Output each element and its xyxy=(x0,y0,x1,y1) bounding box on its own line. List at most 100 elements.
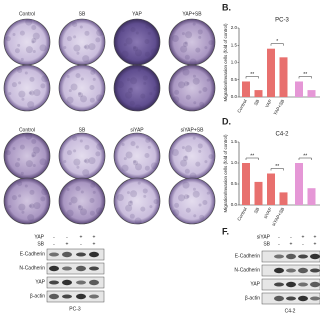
bar xyxy=(279,57,288,97)
well-texture xyxy=(17,157,21,161)
bar xyxy=(242,163,250,205)
well-texture xyxy=(79,139,83,143)
x-tick-label: siYAP+SB xyxy=(271,207,286,227)
well-texture xyxy=(198,149,202,153)
x-tick-label: YAP+SB xyxy=(272,99,285,116)
blot-band xyxy=(274,267,284,274)
well-texture xyxy=(83,45,87,49)
well-texture xyxy=(134,217,142,225)
blot-band xyxy=(310,253,320,260)
well-texture xyxy=(12,146,16,150)
well-texture xyxy=(12,32,16,36)
blot-strip xyxy=(46,262,105,275)
well-texture xyxy=(206,78,210,82)
well-texture xyxy=(184,168,190,174)
well-texture xyxy=(126,78,130,82)
blot-band xyxy=(62,294,72,299)
well-texture xyxy=(39,158,47,166)
well-texture xyxy=(68,202,72,206)
well-texture xyxy=(185,31,193,39)
well-texture xyxy=(33,202,41,210)
well-texture xyxy=(82,55,90,63)
well-texture xyxy=(198,90,202,94)
well-texture xyxy=(184,41,188,45)
x-tick-label: SB xyxy=(253,207,260,215)
significance-bracket xyxy=(245,76,259,79)
well-texture xyxy=(92,190,96,194)
well-texture xyxy=(66,188,70,192)
well-texture xyxy=(199,101,205,107)
well-label: siYAP xyxy=(130,127,144,133)
well-texture xyxy=(129,87,133,91)
well-texture xyxy=(150,162,158,170)
well-texture xyxy=(82,169,90,177)
well-texture xyxy=(18,203,26,211)
y-tick-label: 1.0 xyxy=(231,160,238,165)
cell-line-label: C4-2 xyxy=(285,308,296,314)
well-texture xyxy=(27,101,35,109)
well-texture xyxy=(8,91,12,95)
blot-band xyxy=(286,268,296,273)
well-texture xyxy=(84,158,90,164)
well-texture xyxy=(143,194,147,198)
blot-band xyxy=(310,281,320,288)
well-texture xyxy=(28,204,32,208)
well-texture xyxy=(17,67,23,73)
blot-band xyxy=(76,280,86,285)
well-texture xyxy=(21,97,25,101)
well-texture xyxy=(14,162,20,168)
band-label: β-actin xyxy=(30,293,45,299)
well-texture xyxy=(63,45,67,49)
treatment-sign: - xyxy=(278,234,280,240)
y-tick-label: 1.5 xyxy=(231,42,238,47)
well-label: Control xyxy=(19,127,35,133)
well-texture xyxy=(63,159,67,163)
well-texture xyxy=(31,154,35,158)
cell-line-label: PC-3 xyxy=(69,306,81,312)
well-texture xyxy=(90,182,96,188)
well-texture xyxy=(125,91,133,99)
well-texture xyxy=(18,194,22,198)
well-texture xyxy=(126,191,130,195)
blot-band xyxy=(274,282,284,287)
significance-bracket xyxy=(298,157,312,160)
well-texture xyxy=(32,164,36,168)
well-texture xyxy=(25,18,33,26)
well-texture xyxy=(142,188,148,194)
well-texture xyxy=(129,200,133,204)
well-texture xyxy=(31,38,37,44)
well-texture xyxy=(28,91,32,95)
well-texture xyxy=(84,144,90,150)
well-texture xyxy=(149,205,153,209)
well-texture xyxy=(180,45,188,53)
well-texture xyxy=(137,181,141,185)
well-texture xyxy=(121,164,129,172)
well-texture xyxy=(95,37,101,43)
blot-band xyxy=(76,252,86,257)
blot-strip xyxy=(46,276,105,289)
well-texture xyxy=(204,160,208,164)
well-texture xyxy=(144,153,150,159)
well-texture xyxy=(171,34,179,42)
well-texture xyxy=(76,51,80,55)
bar xyxy=(267,173,275,205)
significance-bracket xyxy=(245,157,259,160)
blot-band xyxy=(298,254,308,259)
well-texture xyxy=(78,91,82,95)
well-texture xyxy=(125,151,133,159)
well-texture xyxy=(197,143,203,149)
well-texture xyxy=(68,89,72,93)
well-texture xyxy=(11,82,17,88)
well-texture xyxy=(129,213,135,219)
well-texture xyxy=(29,90,35,96)
well-texture xyxy=(66,150,72,156)
treatment-sign: + xyxy=(80,234,83,240)
well-texture xyxy=(29,189,35,195)
well-texture xyxy=(153,86,159,92)
well-texture xyxy=(140,93,146,99)
chart-title: C4-2 xyxy=(275,132,289,138)
y-tick-label: 0.5 xyxy=(231,77,238,82)
well-texture xyxy=(18,81,22,85)
well-texture xyxy=(202,87,208,93)
panel-letter: B. xyxy=(222,2,231,12)
